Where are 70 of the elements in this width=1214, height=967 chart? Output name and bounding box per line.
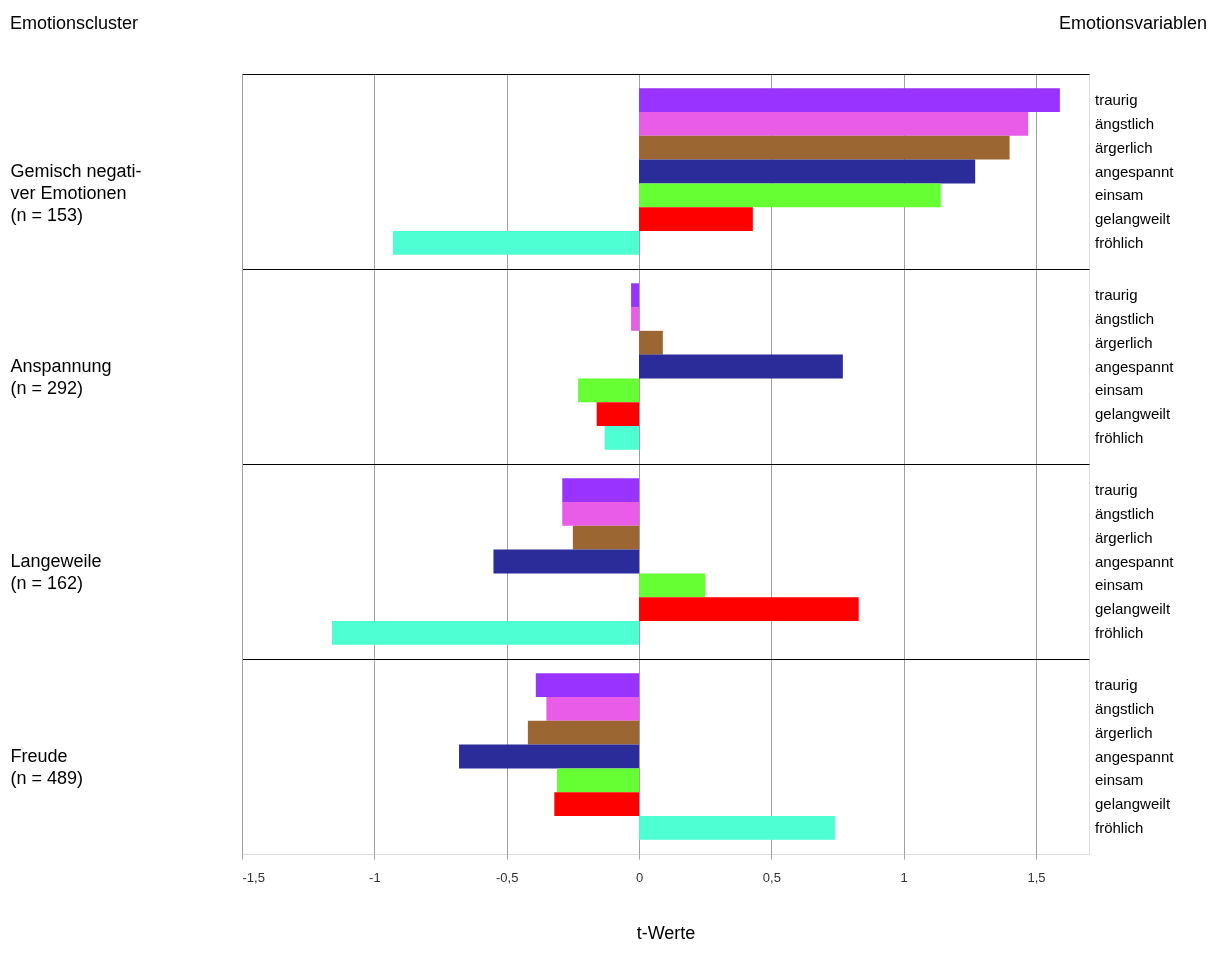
bar — [554, 792, 640, 816]
x-tick-label: 0 — [635, 869, 644, 885]
bar — [578, 378, 640, 403]
bar — [562, 502, 640, 526]
text: fröhlich — [1095, 623, 1144, 641]
bar — [639, 88, 1060, 113]
x-tick-label: 1 — [900, 869, 908, 885]
text: einsam — [1095, 771, 1144, 789]
bar — [572, 525, 640, 550]
bar — [596, 402, 640, 426]
text: angespannt — [1095, 357, 1174, 375]
bar — [639, 573, 706, 598]
text: traurig — [1095, 91, 1138, 109]
x-tick-label: 1,5 — [1027, 869, 1046, 885]
x-tick-label: -0,5 — [495, 869, 519, 885]
bar — [546, 697, 640, 721]
y2-axis-title: Emotionsvariablen — [1058, 13, 1207, 33]
text: ärgerlich — [1095, 723, 1153, 741]
text: angespannt — [1095, 162, 1175, 180]
text: ängstlich — [1095, 114, 1155, 132]
x-tick-label: -1 — [369, 869, 381, 885]
bar — [639, 597, 859, 621]
text: einsam — [1095, 186, 1144, 204]
y-tick-label: Anspannung (n = 292) — [10, 355, 112, 398]
bar — [392, 230, 640, 255]
y-tick-label: Freude (n = 489) — [10, 745, 84, 788]
text: traurig — [1095, 286, 1138, 304]
text: gelangweilt — [1095, 600, 1171, 618]
bar — [639, 159, 976, 184]
bar — [631, 283, 640, 308]
bar — [556, 768, 640, 793]
text: ängstlich — [1095, 504, 1155, 522]
bar — [604, 425, 640, 450]
text: fröhlich — [1095, 233, 1144, 251]
bar — [527, 720, 640, 745]
text: traurig — [1095, 676, 1138, 694]
bar — [493, 549, 640, 574]
text: einsam — [1095, 576, 1144, 594]
text: einsam — [1095, 381, 1144, 399]
text: ärgerlich — [1095, 528, 1153, 546]
text: gelangweilt — [1095, 210, 1171, 228]
bar — [459, 744, 640, 769]
text: gelangweilt — [1095, 795, 1171, 813]
bar — [535, 673, 640, 698]
x-tick-label: -1,5 — [242, 869, 265, 885]
bar — [639, 815, 835, 840]
text: ärgerlich — [1095, 333, 1153, 351]
bar — [562, 478, 640, 503]
text: angespannt — [1095, 747, 1174, 765]
bar — [639, 112, 1029, 136]
bar — [639, 354, 843, 379]
bar — [639, 135, 1010, 160]
text: fröhlich — [1095, 428, 1144, 446]
bar — [639, 207, 753, 231]
x-tick-label: 0,5 — [762, 869, 781, 885]
bar — [639, 330, 663, 355]
text: ängstlich — [1095, 309, 1155, 327]
text: ärgerlich — [1095, 138, 1153, 156]
text: traurig — [1095, 481, 1138, 499]
bar — [631, 307, 640, 331]
x-axis-title: t-Werte — [636, 922, 696, 943]
text: fröhlich — [1095, 818, 1144, 836]
y-tick-label: Gemisch negati- ver Emotionen (n = 153) — [10, 160, 142, 225]
bar — [639, 183, 941, 208]
bar — [331, 620, 640, 645]
text: angespannt — [1095, 552, 1174, 570]
y-tick-label: Langeweile (n = 162) — [10, 550, 102, 593]
text: gelangweilt — [1095, 405, 1171, 423]
text: ängstlich — [1095, 699, 1155, 717]
y-axis-title: Emotionscluster — [10, 13, 139, 33]
